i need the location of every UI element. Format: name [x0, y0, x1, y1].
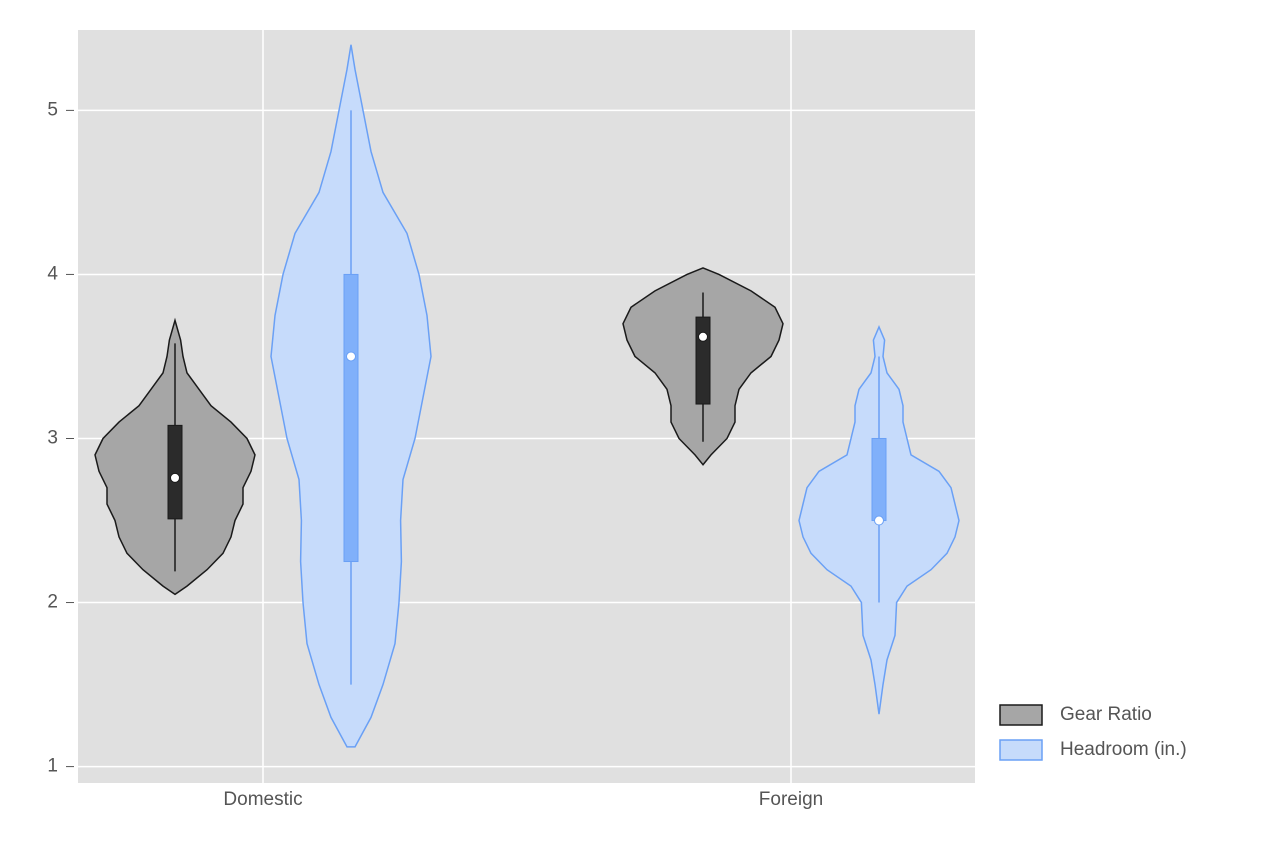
- x-tick-label: Foreign: [759, 789, 823, 810]
- box: [871, 437, 887, 522]
- y-tick-label: 3: [47, 428, 58, 449]
- plot-area: [78, 30, 975, 783]
- median: [170, 472, 180, 483]
- legend-label: Headroom (in.): [1060, 739, 1187, 760]
- median: [874, 515, 884, 526]
- legend-label: Gear Ratio: [1060, 704, 1152, 725]
- y-tick-label: 5: [47, 99, 58, 120]
- legend-swatch: [999, 704, 1043, 726]
- median: [346, 351, 356, 362]
- y-tick-label: 1: [47, 756, 58, 777]
- median: [698, 331, 708, 342]
- box: [167, 424, 183, 520]
- box: [695, 316, 711, 405]
- x-tick-label: Domestic: [223, 789, 302, 810]
- box: [343, 273, 359, 563]
- y-tick-label: 2: [47, 592, 58, 613]
- y-tick-label: 4: [47, 263, 58, 284]
- legend-swatch: [999, 739, 1043, 761]
